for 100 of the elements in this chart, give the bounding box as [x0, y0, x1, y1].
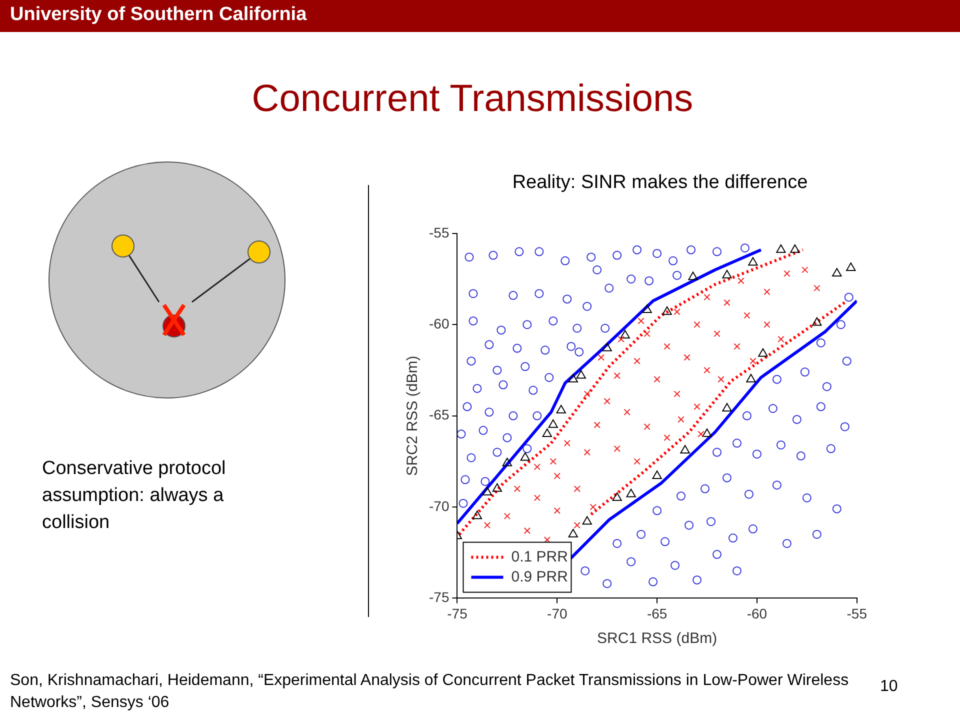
- point: [722, 403, 732, 412]
- point: [590, 504, 596, 510]
- point: [564, 440, 570, 446]
- point: [734, 343, 740, 350]
- point: [584, 390, 590, 398]
- point: [550, 458, 556, 465]
- point: [764, 321, 770, 328]
- point: [584, 448, 590, 456]
- point: [750, 358, 756, 364]
- point: [680, 444, 690, 454]
- point: [694, 403, 700, 410]
- point: [724, 299, 730, 306]
- point: [678, 416, 684, 423]
- point: [704, 366, 710, 374]
- point: [574, 485, 580, 492]
- text: Son, Krishnamachari, Heidemann, “Experimental Analysis of Concurrent Packet Transmissions in Low-Power Wireless Networks”, Sensys ‘06: [10, 671, 850, 713]
- point: [758, 348, 768, 357]
- point: [662, 306, 672, 315]
- point: [684, 354, 690, 361]
- chart-title: Concurrent Transmissions: [250, 78, 694, 121]
- point: [554, 472, 560, 480]
- point: [548, 419, 558, 428]
- text: Conservative protocol assumption: always a collision: [42, 457, 227, 535]
- y-tick-label: -75: [429, 589, 450, 606]
- point: [634, 458, 640, 465]
- point: [846, 262, 856, 272]
- point: [652, 470, 662, 479]
- point: [812, 317, 822, 326]
- point: [624, 408, 630, 416]
- x-tick-label: -60: [746, 605, 768, 622]
- point: [664, 343, 670, 350]
- point: [738, 277, 744, 284]
- text: University of Southern California: [0, 0, 960, 30]
- point: [704, 294, 710, 301]
- point: [554, 507, 560, 514]
- legend-label: 0.9 PRR: [511, 568, 568, 586]
- point: [746, 374, 756, 382]
- x-tick-label: -75: [447, 605, 468, 622]
- point: [576, 370, 586, 379]
- point: [722, 270, 732, 278]
- point: [568, 528, 578, 538]
- point: [514, 485, 521, 492]
- point: [776, 244, 786, 253]
- point: [620, 330, 630, 339]
- point: [556, 404, 566, 414]
- point: [642, 304, 652, 314]
- point: [524, 527, 530, 534]
- point: [604, 398, 610, 405]
- point: [714, 330, 720, 338]
- x-tick-label: -55: [846, 605, 868, 622]
- point: [612, 492, 622, 501]
- x-tick-label: -70: [547, 605, 568, 622]
- y-tick-label: -65: [429, 406, 450, 423]
- point: [618, 336, 624, 343]
- point: [568, 374, 578, 382]
- point: [582, 516, 592, 525]
- point: [492, 483, 502, 492]
- chart-subtitle: Reality: SINR makes the difference: [511, 172, 809, 194]
- point: [502, 458, 512, 466]
- point: [602, 342, 612, 352]
- point: [594, 422, 600, 428]
- point: [654, 376, 660, 383]
- point: [626, 488, 636, 498]
- point: [832, 268, 842, 277]
- point: [574, 522, 580, 529]
- y-tick-label: -60: [429, 315, 450, 332]
- point: [698, 430, 704, 438]
- point: [520, 452, 530, 461]
- point: [644, 423, 650, 430]
- point: [634, 358, 640, 364]
- point: [814, 284, 820, 292]
- point: [542, 428, 552, 438]
- point: [482, 486, 492, 496]
- point: [484, 522, 491, 529]
- x-axis-title: SRC1 RSS (dBm): [597, 630, 718, 648]
- point: [744, 312, 750, 319]
- point: [694, 321, 700, 328]
- y-axis-title: SRC2 RSS (dBm): [404, 356, 422, 476]
- text: 10: [880, 678, 898, 696]
- y-tick-label: -55: [429, 224, 450, 240]
- point: [644, 330, 650, 338]
- point: [598, 354, 604, 361]
- point: [764, 288, 770, 296]
- point: [702, 428, 712, 438]
- point: [638, 318, 644, 324]
- point: [674, 390, 680, 398]
- point: [664, 434, 670, 442]
- point: [534, 494, 540, 502]
- point: [614, 372, 620, 379]
- point: [688, 272, 698, 280]
- point: [790, 244, 800, 253]
- y-tick-label: -70: [429, 498, 450, 514]
- point: [472, 510, 482, 520]
- point: [802, 266, 808, 274]
- point: [674, 308, 680, 316]
- point: [784, 270, 790, 277]
- point: [534, 464, 540, 470]
- x-tick-label: -65: [646, 605, 668, 622]
- point: [778, 336, 784, 343]
- point: [748, 257, 758, 266]
